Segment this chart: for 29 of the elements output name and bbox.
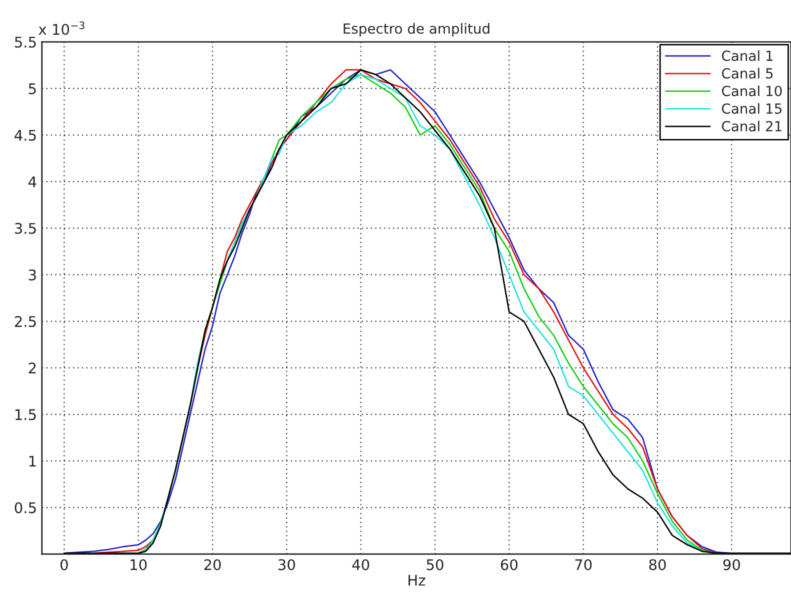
y-tick-label: 1.5 [15, 409, 36, 420]
x-tick-label: 70 [575, 559, 592, 570]
legend-label: Canal 21 [722, 120, 782, 132]
y-tick-label: 4.5 [14, 130, 36, 141]
y-tick-label: 5.5 [14, 36, 36, 48]
x-axis-title: Hz [408, 574, 426, 586]
legend-label: Canal 5 [722, 68, 773, 79]
y-tick-label: 3 [28, 269, 36, 280]
y-tick-label: 2 [28, 362, 36, 374]
x-tick-label: 30 [278, 559, 295, 570]
y-tick-label: 5 [28, 83, 36, 94]
x-tick-label: 40 [352, 559, 370, 570]
y-tick-label: 0.5 [14, 502, 36, 514]
x-tick-label: 0 [60, 559, 68, 570]
legend-label: Canal 10 [722, 85, 782, 96]
y-tick-label: 1 [29, 456, 36, 466]
y-tick-label: 2.5 [14, 316, 36, 328]
text: x 10$^{−3}$ [38, 22, 84, 35]
legend-label: Canal 15 [722, 103, 782, 114]
x-tick-label: 60 [500, 559, 518, 570]
legend-label: Canal 1 [722, 50, 773, 62]
chart-title: Espectro de amplitud [344, 23, 490, 36]
y-tick-label: 3.5 [14, 222, 36, 234]
x-tick-label: 50 [426, 559, 444, 570]
x-tick-label: 20 [204, 559, 221, 570]
x-tick-label: 10 [130, 559, 147, 570]
x-tick-label: 90 [723, 559, 740, 570]
x-tick-label: 80 [649, 559, 666, 570]
y-tick-label: 4 [28, 176, 36, 188]
